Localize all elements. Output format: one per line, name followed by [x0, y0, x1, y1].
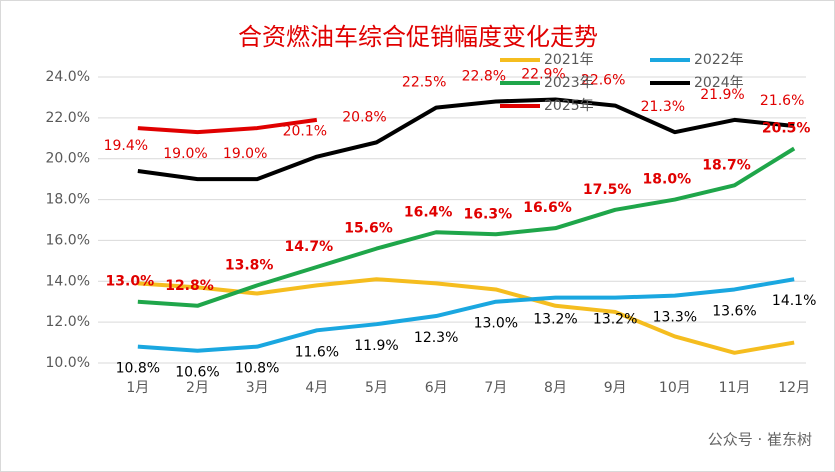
data-label: 20.5% — [762, 121, 811, 137]
x-tick-label: 9月 — [604, 380, 627, 396]
data-label: 19.0% — [163, 146, 207, 162]
x-tick-label: 12月 — [778, 380, 810, 396]
y-tick-label: 20.0% — [46, 151, 90, 167]
legend-label: 2022年 — [694, 52, 744, 68]
data-label: 12.3% — [414, 330, 458, 346]
data-label: 13.2% — [533, 312, 577, 328]
data-label: 10.8% — [235, 361, 279, 377]
data-label: 10.6% — [175, 365, 219, 381]
data-label: 18.7% — [702, 157, 751, 173]
data-label: 13.8% — [225, 257, 274, 273]
data-label: 14.1% — [772, 293, 816, 309]
series-line — [137, 117, 318, 135]
data-label: 11.9% — [354, 338, 398, 354]
data-label: 21.6% — [760, 93, 804, 109]
data-label: 22.9% — [521, 66, 565, 82]
data-label: 22.6% — [581, 73, 625, 89]
data-label: 20.1% — [283, 124, 327, 140]
y-tick-label: 24.0% — [46, 69, 90, 85]
data-label: 16.4% — [404, 204, 453, 220]
legend-label: 2021年 — [544, 52, 594, 68]
data-label: 16.3% — [464, 206, 513, 222]
data-label: 21.9% — [700, 87, 744, 103]
data-label: 13.3% — [653, 310, 697, 326]
x-tick-label: 6月 — [425, 380, 448, 396]
data-label: 19.0% — [223, 146, 267, 162]
data-label: 19.4% — [104, 138, 148, 154]
data-label: 11.6% — [295, 344, 339, 360]
series-line — [137, 97, 795, 182]
data-label: 15.6% — [344, 221, 393, 237]
x-tick-label: 3月 — [246, 380, 269, 396]
data-label: 18.0% — [643, 172, 692, 188]
data-label: 12.8% — [165, 278, 214, 294]
data-label: 13.6% — [712, 303, 756, 319]
legend-label: 2024年 — [694, 75, 744, 91]
data-label: 10.8% — [116, 361, 160, 377]
x-tick-label: 1月 — [126, 380, 149, 396]
data-label: 22.8% — [462, 69, 506, 85]
y-tick-label: 10.0% — [46, 355, 90, 371]
y-tick-label: 12.0% — [46, 314, 90, 330]
data-label: 16.6% — [523, 200, 572, 216]
y-tick-label: 22.0% — [46, 110, 90, 126]
x-tick-label: 11月 — [719, 380, 751, 396]
x-tick-label: 10月 — [659, 380, 691, 396]
data-label: 14.7% — [285, 239, 334, 255]
series-line — [137, 277, 795, 353]
x-tick-label: 5月 — [365, 380, 388, 396]
y-tick-label: 16.0% — [46, 232, 90, 248]
legend-label: 2025年 — [544, 98, 594, 114]
data-label: 13.0% — [106, 274, 155, 290]
watermark: 公众号 · 崔东树 — [708, 431, 812, 449]
data-label: 21.3% — [641, 99, 685, 115]
chart-title: 合资燃油车综合促销幅度变化走势 — [238, 23, 598, 51]
x-tick-label: 2月 — [186, 380, 209, 396]
x-tick-label: 7月 — [484, 380, 507, 396]
data-label: 13.0% — [474, 316, 518, 332]
y-tick-label: 18.0% — [46, 192, 90, 208]
data-label: 13.2% — [593, 312, 637, 328]
data-label: 20.8% — [342, 109, 386, 125]
data-label: 17.5% — [583, 182, 632, 198]
series-line — [137, 146, 796, 308]
data-label: 22.5% — [402, 75, 446, 91]
series-line — [137, 277, 795, 355]
x-tick-label: 4月 — [305, 380, 328, 396]
x-tick-label: 8月 — [544, 380, 567, 396]
legend-label: 2023年 — [544, 75, 594, 91]
y-tick-label: 14.0% — [46, 273, 90, 289]
